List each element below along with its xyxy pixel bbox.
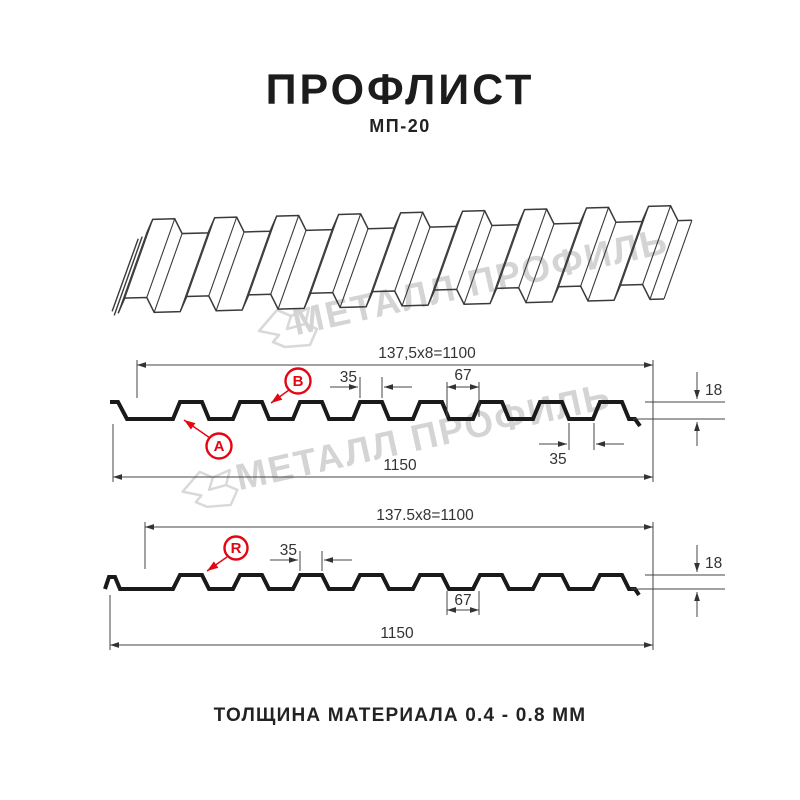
brand-logo-watermark [257, 306, 319, 349]
svg-text:R: R [231, 540, 242, 557]
svg-text:137,5x8=1100: 137,5x8=1100 [378, 345, 476, 362]
svg-text:67: 67 [454, 592, 471, 609]
svg-text:67: 67 [454, 367, 471, 384]
side-marker-a: A [183, 419, 233, 460]
dim-rib-opening: 67 [446, 367, 480, 417]
dim-total-width: 1150 [109, 595, 653, 650]
profile-outline [103, 573, 641, 597]
dim-profile-height: 18 [633, 372, 725, 446]
svg-text:18: 18 [705, 555, 722, 572]
dim-rib-top-width: 35 [330, 369, 412, 398]
svg-text:1150: 1150 [383, 457, 417, 474]
svg-text:35: 35 [340, 369, 357, 386]
profile-model-label: МП-20 [369, 116, 431, 136]
svg-text:A: A [214, 438, 225, 455]
svg-text:18: 18 [705, 382, 722, 399]
svg-text:137.5x8=1100: 137.5x8=1100 [376, 507, 474, 524]
material-thickness-note: ТОЛЩИНА МАТЕРИАЛА 0.4 - 0.8 ММ [213, 705, 587, 726]
page-title: ПРОФЛИСТ [265, 66, 535, 114]
side-marker-r: R [206, 535, 249, 572]
svg-text:35: 35 [280, 542, 297, 559]
side-marker-b: B [270, 367, 312, 404]
cross-section-diagram-ab: 137,5x8=1100 35 67 18 [110, 345, 725, 482]
dim-profile-height: 18 [631, 545, 725, 617]
dim-total-width: 1150 [112, 424, 653, 482]
dim-rib-opening: 67 [446, 591, 480, 615]
cross-section-diagram-r: 137.5x8=1100 35 67 18 [103, 507, 725, 650]
dim-rib-bottom-width: 35 [539, 423, 624, 468]
profile-3d-drawing [111, 205, 693, 316]
svg-text:35: 35 [549, 451, 566, 468]
profile-outline [110, 400, 642, 428]
svg-text:B: B [293, 373, 304, 390]
dim-useful-width: 137,5x8=1100 [136, 345, 654, 482]
dim-rib-top-width: 35 [270, 542, 352, 571]
svg-text:1150: 1150 [380, 625, 414, 642]
dim-useful-width: 137.5x8=1100 [144, 507, 654, 650]
